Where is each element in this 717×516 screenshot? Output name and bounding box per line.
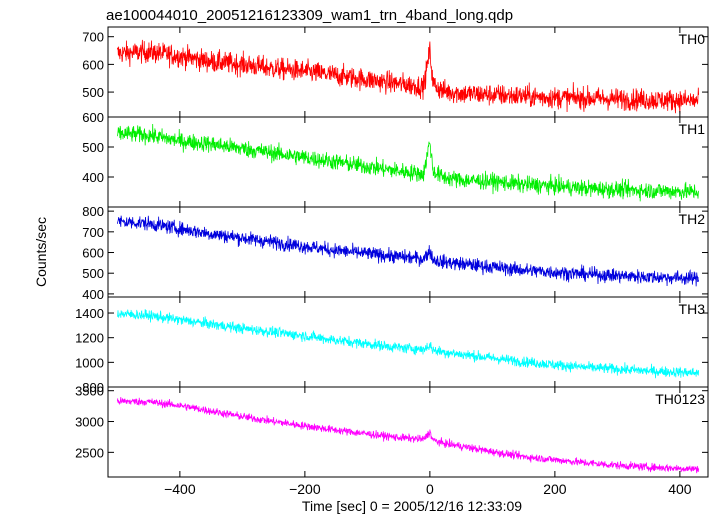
y-tick-label: 500 (82, 85, 104, 100)
panel-th2: 400 500 600 700 800 TH2 (82, 204, 709, 302)
y-tick-label: 400 (82, 170, 104, 185)
x-tick-label: −400 (164, 481, 196, 497)
panel-th0: 500 600 700 TH0 (82, 26, 709, 118)
series-label-th3: TH3 (679, 301, 706, 317)
y-tick-label: 500 (82, 140, 104, 155)
y-tick-label: 600 (82, 246, 104, 261)
series-line-th0 (116, 39, 700, 114)
y-tick-label: 700 (82, 225, 104, 240)
series-line-th0123 (116, 396, 700, 474)
y-tick-label: 700 (82, 30, 104, 45)
x-tick-label: 200 (543, 481, 567, 497)
y-axis-label: Counts/sec (33, 217, 49, 287)
y-tick-label: 400 (82, 287, 104, 302)
panel-frame (107, 386, 709, 478)
y-tick-label: 800 (82, 380, 104, 395)
y-tick-label: 1400 (75, 306, 104, 321)
y-tick-label: 500 (82, 266, 104, 281)
y-tick-label: 3000 (75, 415, 104, 430)
panels: 500 600 700 TH0 400 500 600 TH1 400 500 600 700 800 T… (75, 26, 709, 478)
series-line-th1 (116, 124, 700, 202)
y-tick-label: 3500 (75, 384, 104, 399)
x-axis: −400 −200 0 200 400 (164, 481, 692, 497)
series-line-th3 (116, 309, 700, 379)
y-tick-label: 2500 (75, 445, 104, 460)
series-label-th2: TH2 (679, 211, 706, 227)
panel-frame (107, 296, 709, 388)
series-label-th1: TH1 (679, 121, 706, 137)
panel-frame (107, 206, 709, 298)
x-tick-label: −200 (289, 481, 321, 497)
y-tick-label: 1200 (75, 331, 104, 346)
series-line-th2 (116, 215, 700, 287)
series-label-th0: TH0 (679, 31, 706, 47)
x-axis-label: Time [sec] 0 = 2005/12/16 12:33:09 (302, 498, 522, 514)
y-tick-label: 600 (82, 57, 104, 72)
y-tick-label: 600 (82, 110, 104, 125)
panel-th1: 400 500 600 TH1 (82, 110, 709, 208)
x-tick-label: 0 (426, 481, 434, 497)
x-tick-label: 400 (668, 481, 692, 497)
series-label-th0123: TH0123 (655, 391, 705, 407)
panel-th0123: 2500 3000 3500 TH0123 (75, 384, 709, 478)
y-tick-label: 800 (82, 204, 104, 219)
y-tick-label: 1000 (75, 355, 104, 370)
chart-title: ae100044010_20051216123309_wam1_trn_4ban… (106, 7, 513, 24)
panel-th3: 800 1000 1200 1400 TH3 (75, 296, 709, 395)
